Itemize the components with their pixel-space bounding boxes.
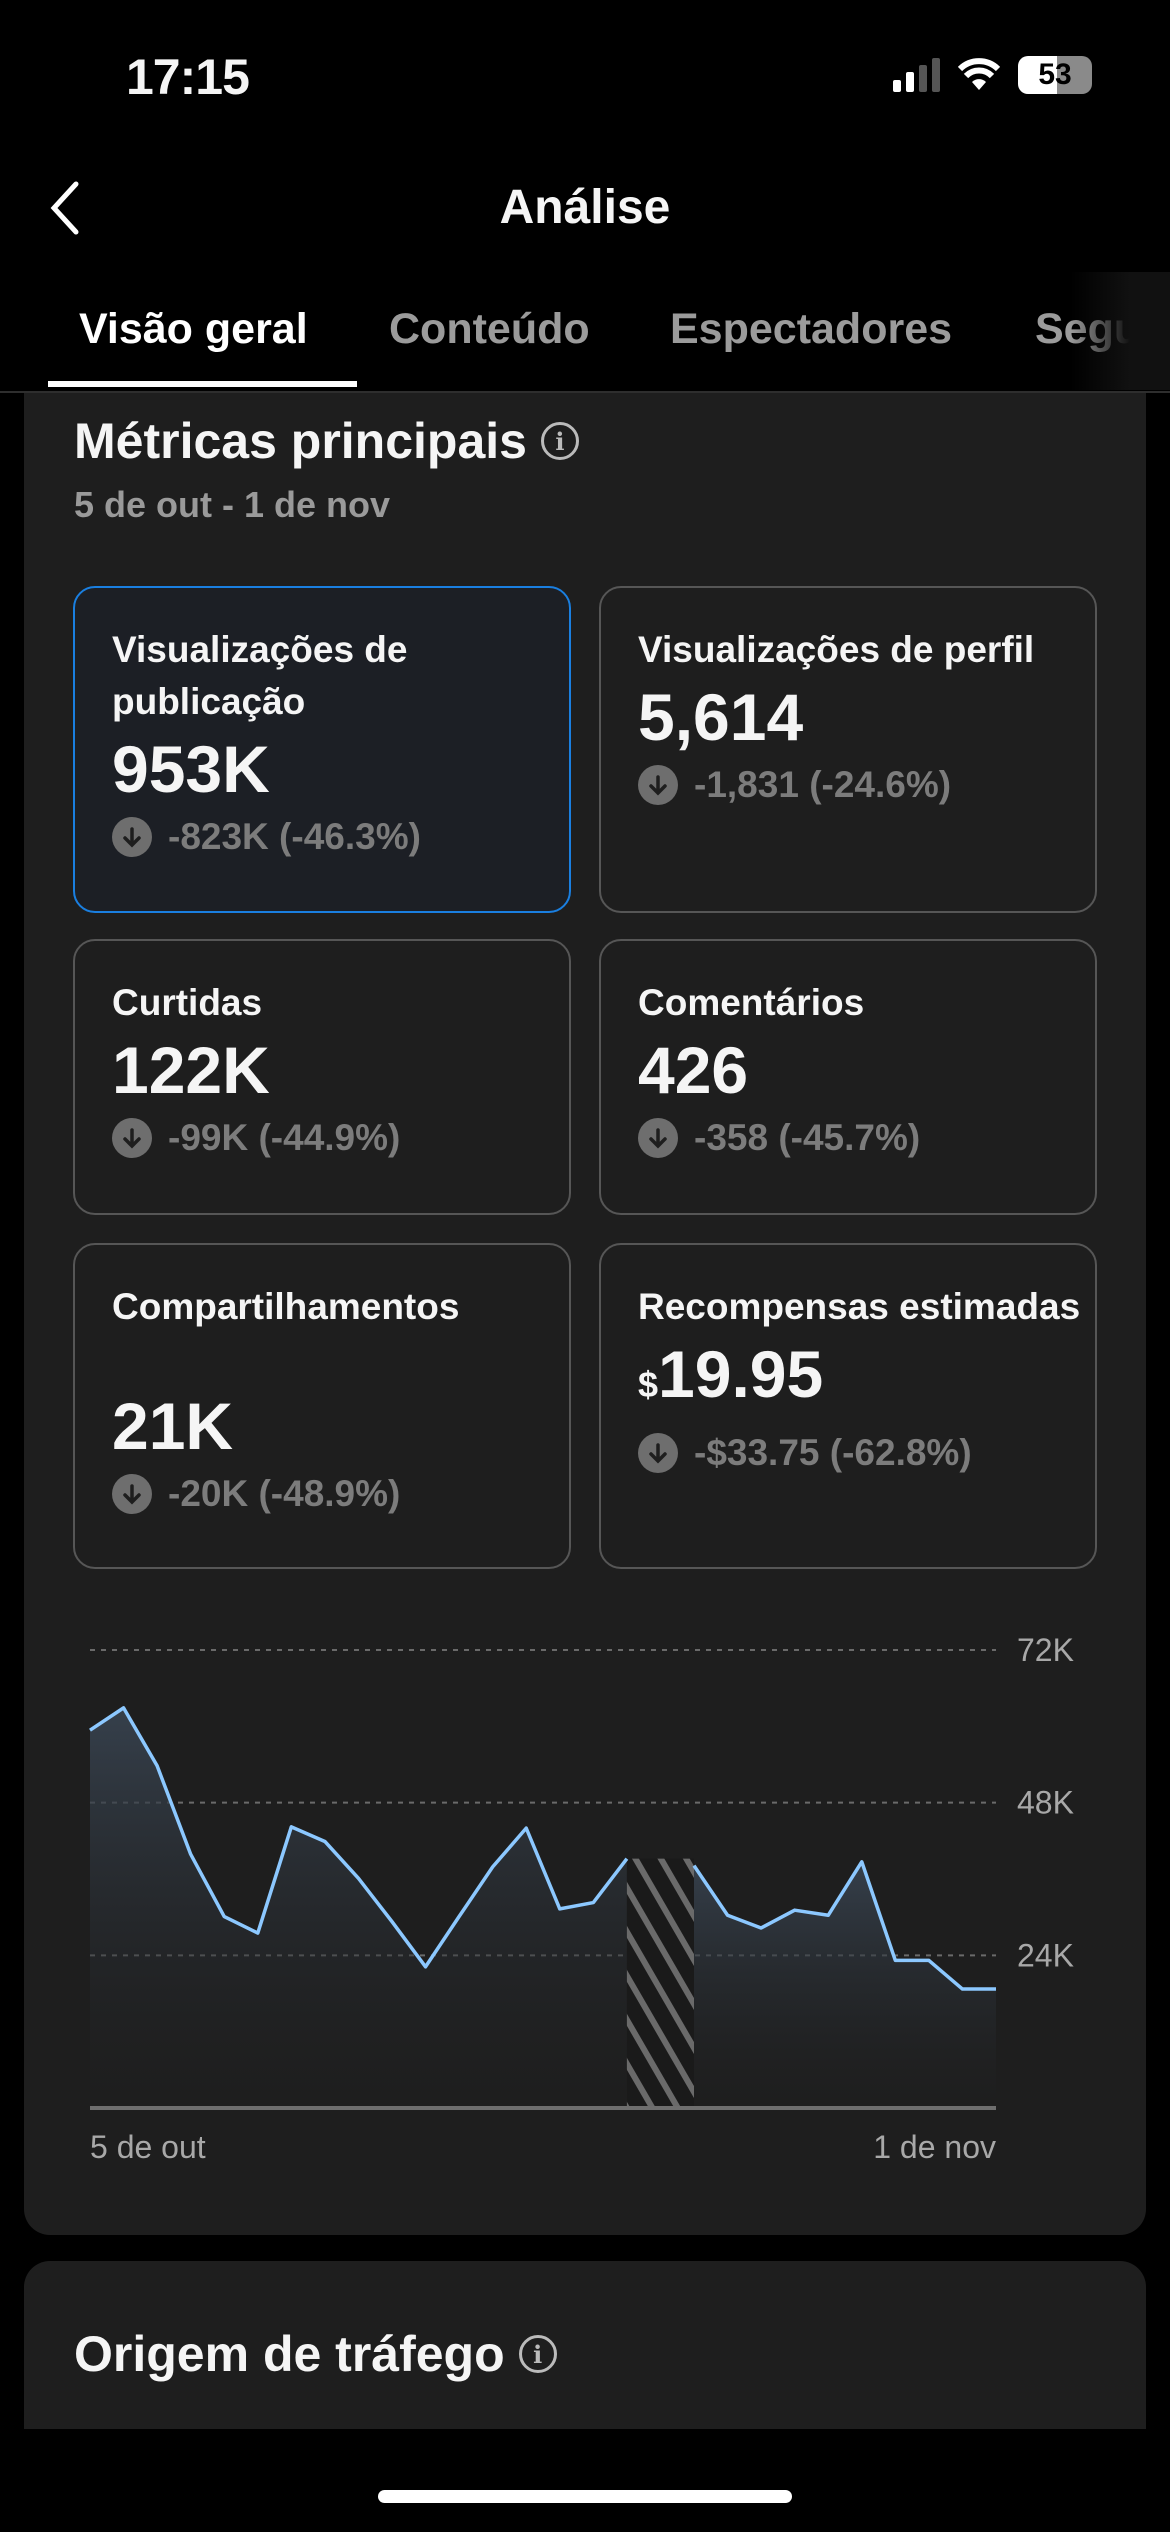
- metric-change: -1,831 (-24.6%): [638, 764, 1095, 806]
- x-start-label: 5 de out: [90, 2129, 206, 2165]
- traffic-title-text: Origem de tráfego: [74, 2326, 505, 2382]
- metric-change: -823K (-46.3%): [112, 816, 569, 858]
- arrow-down-icon: [112, 1118, 152, 1158]
- bottom-area: [0, 2429, 1170, 2532]
- tab-viewers[interactable]: Espectadores: [670, 305, 953, 353]
- status-time: 17:15: [126, 49, 250, 105]
- metric-card[interactable]: Visualizações de perfil 5,614 -1,831 (-2…: [599, 586, 1097, 913]
- currency-symbol: $: [638, 1364, 659, 1405]
- metrics-title-text: Métricas principais: [74, 413, 527, 469]
- metric-change-text: -1,831 (-24.6%): [694, 764, 952, 805]
- tab-fade: [1070, 272, 1170, 390]
- arrow-down-icon: [638, 1433, 678, 1473]
- metric-card[interactable]: Recompensas estimadas $19.95 -$33.75 (-6…: [599, 1243, 1097, 1569]
- arrow-down-icon: [112, 1474, 152, 1514]
- metric-value: 953K: [112, 730, 569, 808]
- divider: [0, 391, 1170, 393]
- metric-change: -99K (-44.9%): [112, 1117, 569, 1159]
- info-icon[interactable]: i: [540, 422, 579, 460]
- y-tick-label: 72K: [1017, 1632, 1074, 1668]
- y-tick-label: 24K: [1017, 1937, 1074, 1973]
- metric-label: Visualizações de publicação: [112, 629, 408, 722]
- metric-value-text: 5,614: [638, 680, 804, 754]
- home-indicator[interactable]: [378, 2490, 792, 2503]
- metric-value: 426: [638, 1031, 1095, 1109]
- date-range: 5 de out - 1 de nov: [74, 484, 391, 525]
- metric-label: Visualizações de perfil: [638, 629, 1035, 670]
- views-chart[interactable]: 24K 48K 72K 5 de out 1 de nov: [0, 1600, 1170, 2200]
- metric-value: 122K: [112, 1031, 569, 1109]
- back-button[interactable]: [44, 178, 94, 238]
- arrow-down-icon: [112, 817, 152, 857]
- metric-value-text: 426: [638, 1033, 749, 1107]
- info-icon[interactable]: i: [518, 2335, 557, 2373]
- metric-change: -20K (-48.9%): [112, 1473, 569, 1515]
- traffic-panel: [24, 2261, 1146, 2461]
- metric-change-text: -358 (-45.7%): [694, 1117, 921, 1158]
- metric-change-text: -823K (-46.3%): [168, 816, 421, 857]
- metric-value: 5,614: [638, 678, 1095, 756]
- y-tick-label: 48K: [1017, 1785, 1074, 1821]
- metric-label: Recompensas estimadas: [638, 1286, 1081, 1327]
- chart-area: [694, 1861, 996, 2108]
- arrow-down-icon: [638, 1118, 678, 1158]
- status-icons: 53: [893, 56, 1092, 94]
- metric-value: $19.95: [638, 1335, 1095, 1424]
- missing-data-region: [626, 1858, 694, 2108]
- battery-icon: 53: [1018, 56, 1092, 94]
- page-title: Análise: [499, 181, 671, 234]
- metric-card[interactable]: Visualizações de publicação 953K -823K (…: [73, 586, 571, 913]
- arrow-down-icon: [638, 765, 678, 805]
- chart-line: [692, 1860, 996, 1991]
- metric-value: 21K: [112, 1387, 569, 1465]
- wifi-icon: [958, 58, 1000, 90]
- metric-label: Curtidas: [112, 982, 263, 1023]
- metric-card[interactable]: Comentários 426 -358 (-45.7%): [599, 939, 1097, 1215]
- metric-change-text: -$33.75 (-62.8%): [694, 1432, 972, 1473]
- x-end-label: 1 de nov: [873, 2129, 996, 2165]
- chart-area: [90, 1707, 627, 2108]
- metric-value-text: 21K: [112, 1389, 234, 1463]
- metrics-title: Métricas principais i: [74, 412, 579, 470]
- traffic-title: Origem de tráfego i: [74, 2325, 557, 2383]
- metric-card[interactable]: Curtidas 122K -99K (-44.9%): [73, 939, 571, 1215]
- metric-label: Compartilhamentos: [112, 1286, 460, 1327]
- metric-value-text: 122K: [112, 1033, 270, 1107]
- metric-change-text: -99K (-44.9%): [168, 1117, 401, 1158]
- active-tab-indicator: [48, 381, 357, 387]
- metric-label: Comentários: [638, 982, 865, 1023]
- tab-overview[interactable]: Visão geral: [79, 305, 308, 353]
- metric-value-text: 953K: [112, 732, 270, 806]
- metric-card[interactable]: Compartilhamentos 21K -20K (-48.9%): [73, 1243, 571, 1569]
- metric-change-text: -20K (-48.9%): [168, 1473, 401, 1514]
- tab-content[interactable]: Conteúdo: [389, 305, 590, 353]
- tab-bar: Visão geral Conteúdo Espectadores Seguid…: [0, 305, 1170, 393]
- cellular-signal-icon: [893, 58, 940, 92]
- metric-change: -358 (-45.7%): [638, 1117, 1095, 1159]
- metric-value-text: 19.95: [658, 1337, 824, 1411]
- metric-change: -$33.75 (-62.8%): [638, 1432, 1095, 1474]
